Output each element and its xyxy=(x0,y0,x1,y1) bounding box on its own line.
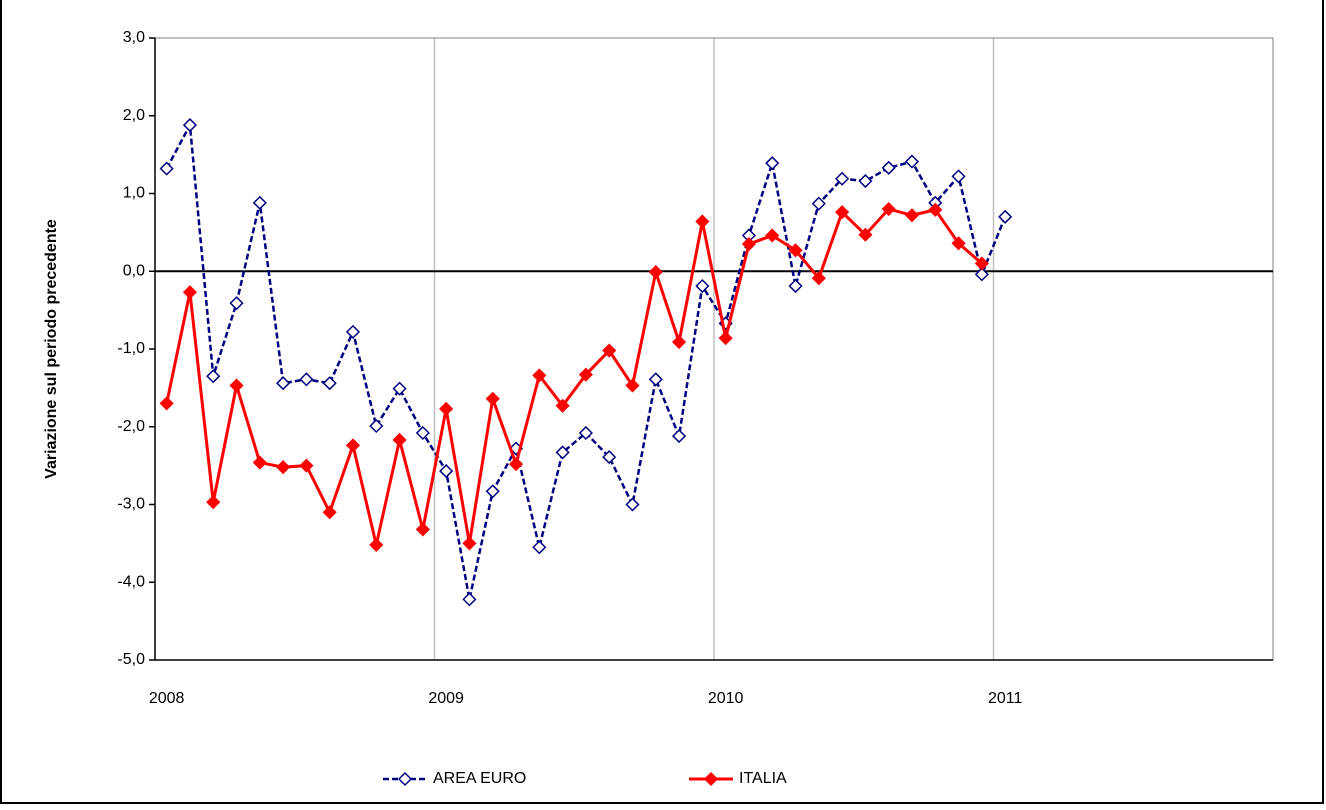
data-point xyxy=(928,202,943,217)
data-point xyxy=(532,368,547,383)
data-point xyxy=(439,464,454,479)
data-point xyxy=(182,285,197,300)
data-point xyxy=(648,372,663,387)
data-point xyxy=(881,160,896,175)
data-point xyxy=(695,278,710,294)
data-point xyxy=(602,450,617,465)
data-point xyxy=(974,267,989,282)
data-point xyxy=(602,343,617,358)
data-point xyxy=(485,484,500,499)
data-point xyxy=(578,367,593,382)
data-point xyxy=(415,522,430,537)
data-point xyxy=(392,432,407,448)
data-point xyxy=(462,536,477,551)
data-point xyxy=(998,209,1013,224)
data-point xyxy=(276,376,291,391)
data-point xyxy=(974,256,989,271)
data-point xyxy=(625,497,640,512)
data-point xyxy=(369,537,384,552)
data-point xyxy=(578,425,593,441)
data-point xyxy=(811,196,826,211)
data-point xyxy=(159,161,174,176)
x-tick-label: 2008 xyxy=(149,690,185,707)
data-point xyxy=(741,236,756,252)
legend-label: AREA EURO xyxy=(433,770,526,787)
legend-marker xyxy=(397,771,413,787)
y-tick-label: 1,0 xyxy=(123,185,145,202)
data-point xyxy=(345,324,361,339)
data-point xyxy=(811,271,826,286)
data-point xyxy=(648,264,663,280)
data-point xyxy=(299,458,314,473)
data-point xyxy=(206,369,221,384)
data-point xyxy=(299,372,314,387)
data-point xyxy=(322,376,337,391)
data-point xyxy=(858,173,873,189)
data-point xyxy=(951,169,966,184)
data-point xyxy=(182,118,197,133)
x-tick-label: 2009 xyxy=(428,690,464,707)
y-tick-label: 3,0 xyxy=(123,29,145,46)
data-point xyxy=(369,418,384,434)
x-tick-label: 2010 xyxy=(708,690,744,707)
y-tick-label: 2,0 xyxy=(123,107,145,124)
x-tick-label: 2011 xyxy=(988,690,1023,707)
data-point xyxy=(951,236,966,251)
data-point xyxy=(345,438,361,453)
legend-marker xyxy=(703,771,719,787)
data-point xyxy=(462,592,477,607)
data-point xyxy=(835,171,850,186)
data-point xyxy=(788,278,803,294)
data-point xyxy=(625,378,640,393)
y-tick-label: -4,0 xyxy=(117,573,145,590)
data-point xyxy=(881,201,896,217)
data-point xyxy=(252,455,267,470)
data-point xyxy=(392,381,407,396)
data-point xyxy=(555,445,570,460)
data-point xyxy=(322,505,337,520)
y-tick-label: -3,0 xyxy=(117,496,145,513)
y-tick-label: -1,0 xyxy=(117,340,145,357)
data-point xyxy=(765,156,780,171)
data-point xyxy=(788,243,803,258)
data-point xyxy=(252,195,267,210)
data-point xyxy=(904,154,920,169)
y-tick-label: -5,0 xyxy=(117,651,145,668)
data-point xyxy=(765,228,780,243)
legend-label: ITALIA xyxy=(739,770,787,787)
data-point xyxy=(532,540,547,555)
y-axis-label: Variazione sul periodo precedente xyxy=(43,219,60,479)
data-point xyxy=(695,214,710,229)
data-point xyxy=(858,227,873,242)
data-point xyxy=(508,457,524,472)
data-point xyxy=(439,401,454,416)
y-tick-label: 0,0 xyxy=(123,262,145,279)
data-point xyxy=(835,205,850,220)
y-tick-label: -2,0 xyxy=(117,418,145,435)
data-point xyxy=(672,334,687,350)
data-point xyxy=(555,398,570,413)
data-point xyxy=(672,429,687,444)
data-point xyxy=(904,208,920,223)
data-point xyxy=(229,378,244,393)
data-point xyxy=(276,460,291,475)
data-point xyxy=(206,495,221,510)
data-point xyxy=(229,296,244,311)
data-point xyxy=(415,425,430,441)
data-point xyxy=(718,331,733,346)
data-point xyxy=(485,391,500,406)
data-point xyxy=(159,396,174,411)
